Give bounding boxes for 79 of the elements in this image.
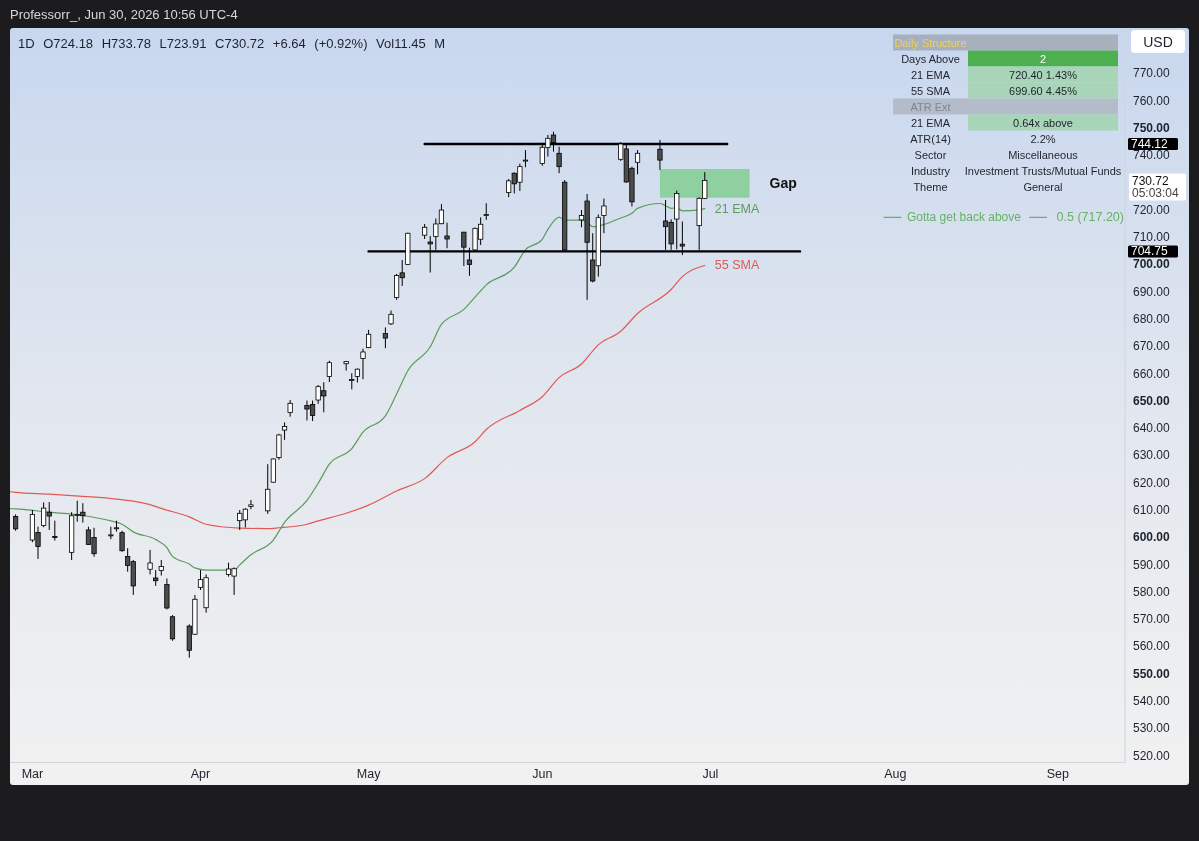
annotation: Gap [769, 175, 797, 192]
text: Daily Structure [894, 36, 967, 49]
x-tick-label: May [356, 767, 382, 781]
candlestick [169, 614, 176, 642]
text: General [1023, 180, 1063, 193]
text: Miscellaneous [1008, 148, 1078, 161]
y-tick-label: 660.00 [1133, 366, 1171, 381]
candlestick [108, 526, 114, 540]
y-tick-label: 590.00 [1133, 557, 1171, 572]
category-label: 55 SMA [910, 84, 951, 97]
y-tick-label: 704.75 [1131, 244, 1169, 259]
y-tick-label: 650.00 [1133, 393, 1171, 408]
candlestick [164, 578, 170, 610]
y-tick-label: 680.00 [1133, 311, 1171, 326]
y-tick-label: 550.00 [1133, 666, 1171, 681]
series-label: 21 EMA [714, 201, 760, 216]
category-label: 21 EMA [910, 116, 951, 129]
text: 2 [1039, 52, 1047, 65]
y-tick-label: 760.00 [1133, 93, 1171, 108]
candlestick [360, 348, 366, 380]
y-tick-label: 620.00 [1133, 475, 1171, 490]
y-tick-label: 600.00 [1133, 530, 1171, 545]
text: 2.2% [1030, 132, 1056, 145]
x-tick-label: Jun [532, 767, 553, 781]
y-tick-label: 770.00 [1133, 66, 1171, 81]
y-tick-label: 690.00 [1133, 284, 1171, 299]
series-label: 55 SMA [714, 258, 760, 273]
y-tick-label: 730.72 [1132, 173, 1170, 188]
text: Professorr_, Jun 30, 2026 10:56 UTC-4 [10, 6, 238, 22]
category-label: Industry [910, 164, 951, 177]
category-label: Days Above [901, 52, 960, 65]
y-tick-label: 630.00 [1133, 448, 1171, 463]
candlestick [52, 520, 58, 542]
y-tick-label: 670.00 [1133, 339, 1171, 354]
candlestick [119, 530, 125, 553]
y-tick-label: 540.00 [1133, 694, 1171, 709]
category-label: Sector [914, 148, 947, 161]
x-tick-label: Mar [21, 767, 44, 781]
x-tick-label: Apr [190, 767, 211, 781]
text: 1D O724.18 H733.78 L723.91 C730.72 +6.64 (+0.92%) Vol11.45 M [18, 35, 446, 51]
y-tick-label: 710.00 [1133, 230, 1171, 245]
category-label: 21 EMA [910, 68, 951, 81]
x-tick-label: Jul [702, 767, 719, 781]
y-tick-label: 750.00 [1133, 120, 1171, 135]
y-axis-title: USD [1143, 33, 1173, 50]
candlestick [601, 198, 607, 234]
category-label: ATR(14) [910, 132, 951, 145]
x-tick-label: Sep [1046, 767, 1069, 781]
y-tick-label: 560.00 [1133, 639, 1171, 654]
candlestick [270, 457, 276, 484]
candlestick [634, 149, 641, 175]
y-tick-label: 740.00 [1133, 148, 1171, 163]
candlestick [147, 549, 153, 575]
text: 699.60 4.45% [1009, 84, 1077, 97]
candlestick [444, 222, 450, 249]
y-tick-label: 520.00 [1133, 748, 1171, 763]
text: 05:03:04 [1132, 186, 1180, 201]
y-tick-label: 700.00 [1133, 257, 1171, 272]
x-tick-label: Aug [884, 767, 907, 781]
category-label: Theme [913, 180, 948, 193]
y-tick-label: 530.00 [1133, 721, 1171, 736]
candlestick [382, 326, 388, 349]
candlestick [276, 433, 282, 461]
annotation: Gotta get back above [906, 210, 1022, 225]
text: Investment Trusts/Mutual Funds [964, 164, 1122, 177]
y-tick-label: 610.00 [1133, 503, 1171, 518]
y-tick-label: 580.00 [1133, 584, 1171, 599]
series-label: 0.5 (717.20) [1056, 210, 1124, 225]
line-series [10, 264, 706, 530]
y-tick-label: 570.00 [1133, 612, 1171, 627]
candlestick [556, 146, 562, 174]
y-tick-label: 744.12 [1131, 136, 1169, 151]
candlestick [326, 360, 332, 383]
text: 0.64x above [1013, 116, 1073, 129]
candlestick [248, 499, 254, 510]
text: 720.40 1.43% [1009, 68, 1077, 81]
candlestick [265, 463, 271, 515]
y-tick-label: 720.00 [1133, 202, 1171, 217]
y-tick-label: 640.00 [1133, 421, 1171, 436]
